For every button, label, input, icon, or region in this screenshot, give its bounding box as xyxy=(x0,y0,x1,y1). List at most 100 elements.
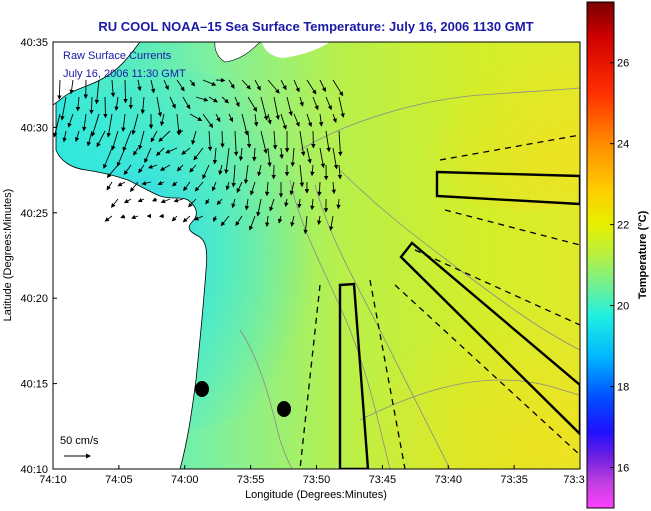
legend-line-2: July 16, 2006 11:30 GMT xyxy=(63,68,186,80)
current-vector xyxy=(156,147,165,157)
current-vector xyxy=(176,79,185,92)
colorbar-label: Temperature (°C) xyxy=(637,210,649,299)
current-vector xyxy=(224,147,230,175)
current-vector xyxy=(202,79,217,86)
colorbar-tick-label: 16 xyxy=(617,463,629,475)
current-vector xyxy=(318,113,324,127)
current-vector xyxy=(57,79,62,100)
current-vector xyxy=(187,198,197,208)
colorbar-tick-label: 24 xyxy=(617,139,629,151)
current-vector xyxy=(336,198,341,210)
current-vector xyxy=(284,198,289,208)
current-vector xyxy=(141,181,152,186)
current-vector xyxy=(337,164,343,180)
current-vector xyxy=(137,197,145,203)
current-vector xyxy=(290,147,296,167)
current-vector xyxy=(234,96,240,108)
current-vector xyxy=(332,147,339,170)
current-vector xyxy=(103,147,113,169)
current-vector xyxy=(176,128,184,134)
colorbar-tick-label: 18 xyxy=(617,382,629,394)
current-vector xyxy=(181,147,191,155)
current-vector xyxy=(338,96,345,118)
solid-transects xyxy=(338,170,580,469)
current-vector xyxy=(228,113,234,123)
current-vector xyxy=(150,79,156,94)
colorbar-tick-label: 20 xyxy=(617,301,629,313)
current-vector xyxy=(312,96,319,111)
land-north xyxy=(53,42,141,106)
current-vector xyxy=(220,215,230,227)
current-vector xyxy=(264,181,270,197)
current-vector xyxy=(216,198,223,206)
scale-label: 50 cm/s xyxy=(60,435,99,447)
x-axis-label: Longitude (Degrees:Minutes) xyxy=(245,489,387,501)
current-vector xyxy=(316,215,322,226)
x-tick-label: 73:3 xyxy=(563,474,584,486)
current-vector xyxy=(279,147,284,160)
current-vector xyxy=(241,113,249,136)
current-vector xyxy=(213,215,218,223)
current-vector xyxy=(289,181,295,196)
current-vector xyxy=(114,96,119,111)
x-tick-label: 74:00 xyxy=(171,474,199,486)
current-vector xyxy=(171,215,178,222)
current-vector xyxy=(260,130,268,154)
current-vector xyxy=(195,96,209,102)
colorbar-ticks: 26 24 22 20 18 16 xyxy=(610,58,629,475)
x-tick-label: 74:10 xyxy=(39,474,67,486)
current-vector xyxy=(123,164,132,176)
current-vector xyxy=(121,113,126,132)
dashed-transects xyxy=(299,134,580,469)
current-vector xyxy=(225,181,230,191)
x-tick-label: 73:40 xyxy=(434,474,462,486)
current-vector xyxy=(138,164,145,174)
current-vector xyxy=(248,215,256,231)
current-vector xyxy=(67,113,74,128)
current-vector xyxy=(269,198,275,212)
current-vector xyxy=(299,130,306,157)
y-axis: 40:35 40:30 40:25 40:20 40:15 40:10 xyxy=(20,37,57,476)
current-vector xyxy=(257,164,262,177)
current-vector xyxy=(277,215,283,224)
current-vector xyxy=(137,79,142,92)
current-vector xyxy=(131,214,139,220)
current-vector xyxy=(91,113,100,137)
current-vector xyxy=(267,147,272,167)
current-vector xyxy=(218,164,223,176)
current-vector xyxy=(189,164,197,173)
current-vector xyxy=(96,130,106,148)
current-vector xyxy=(138,130,145,150)
current-vector xyxy=(160,113,165,127)
current-vector xyxy=(306,147,312,164)
current-vector xyxy=(332,113,337,124)
current-vector xyxy=(106,181,113,191)
current-vector xyxy=(303,215,308,235)
y-tick-label: 40:25 xyxy=(20,208,48,220)
current-vector xyxy=(249,181,256,196)
station-marker-1 xyxy=(195,381,209,397)
current-vector xyxy=(254,79,261,91)
current-vector xyxy=(183,181,191,192)
current-vector xyxy=(328,215,334,231)
current-vector xyxy=(299,96,304,107)
current-vector xyxy=(122,130,132,152)
current-vector xyxy=(267,113,272,125)
current-vector xyxy=(129,181,139,193)
current-vector xyxy=(332,79,344,97)
x-axis: 74:10 74:05 74:00 73:55 73:50 73:45 73:40 73:35… xyxy=(39,465,585,486)
current-vector xyxy=(89,96,94,115)
current-vector xyxy=(111,130,119,151)
current-vector xyxy=(338,130,343,157)
current-vector xyxy=(293,113,300,127)
current-vector xyxy=(165,147,178,154)
current-vector xyxy=(182,215,191,223)
current-vector xyxy=(280,79,287,91)
current-vector xyxy=(231,164,236,188)
station-marker-2 xyxy=(277,401,291,417)
bathymetry-contours xyxy=(239,87,580,469)
current-vector xyxy=(280,113,287,130)
current-vector xyxy=(62,130,67,143)
chart-title: RU COOL NOAA–15 Sea Surface Temperature:… xyxy=(98,19,533,34)
